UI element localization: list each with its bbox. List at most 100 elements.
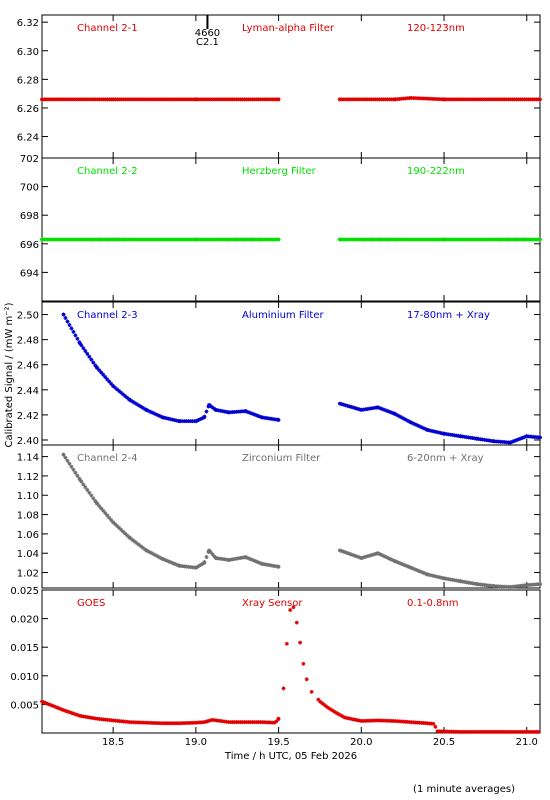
data-point-goes <box>59 707 64 712</box>
data-point-goes-flare <box>291 605 296 610</box>
data-point-4 <box>418 569 423 574</box>
data-point-3 <box>345 403 350 408</box>
data-point-4 <box>156 554 161 559</box>
data-point-4 <box>377 551 382 556</box>
data-point-3 <box>401 416 406 421</box>
y-tick-label-2-3: 700 <box>20 183 39 194</box>
data-point-3 <box>101 372 106 377</box>
data-point-4 <box>434 574 439 579</box>
data-point-4 <box>246 556 251 561</box>
y-tick-label-4-0: 1.02 <box>17 569 39 580</box>
data-point-4 <box>252 558 257 563</box>
data-point-4 <box>369 553 374 558</box>
y-axis-label: Calibrated Signal / (mW m⁻²) <box>4 302 15 447</box>
data-point-4 <box>99 506 104 511</box>
panel-channel-label-2: Channel 2-2 <box>77 166 138 177</box>
data-point-3 <box>385 408 390 413</box>
data-point-3 <box>202 415 207 420</box>
data-point-4 <box>200 561 205 566</box>
data-point-goes <box>40 699 44 704</box>
data-point-4 <box>250 557 255 562</box>
data-point-3 <box>154 412 159 417</box>
data-point-4 <box>207 548 212 553</box>
data-point-3 <box>136 403 141 408</box>
data-point-4 <box>93 499 98 504</box>
data-point-3 <box>158 414 163 419</box>
data-point-goes <box>431 721 436 726</box>
data-point-3 <box>200 416 205 421</box>
data-point-3 <box>210 405 215 410</box>
data-point-goes-flare <box>276 716 281 721</box>
data-point-3 <box>391 411 396 416</box>
data-point-goes <box>206 718 211 723</box>
data-point-goes-flare <box>281 686 286 691</box>
data-point-3 <box>207 402 212 407</box>
data-point-3 <box>389 410 394 415</box>
panel-band-label-2: 190-222nm <box>407 166 465 177</box>
data-point-3 <box>152 411 157 416</box>
data-point-4 <box>428 573 433 578</box>
y-tick-label-1-2: 6.28 <box>17 75 39 86</box>
data-point-3 <box>67 322 72 327</box>
y-tick-label-3-4: 2.48 <box>17 336 39 347</box>
data-point-goes <box>320 701 325 706</box>
data-point-4 <box>193 565 198 570</box>
panel-band-label-1: 120-123nm <box>407 23 465 34</box>
data-point-3 <box>491 439 496 444</box>
y-tick-label-2-0: 694 <box>20 268 39 279</box>
y-tick-label-1-4: 6.32 <box>17 18 39 29</box>
data-point-3 <box>73 333 78 338</box>
data-point-goes <box>338 712 343 717</box>
panel-band-label-3: 17-80nm + Xray <box>407 310 490 321</box>
data-point-4 <box>101 508 106 513</box>
data-point-goes <box>328 707 333 712</box>
data-point-goes <box>318 699 323 704</box>
data-point-3 <box>524 434 529 439</box>
data-point-goes-flare <box>288 608 293 613</box>
data-point-3 <box>150 410 155 415</box>
data-point-goes <box>334 710 339 715</box>
data-point-4 <box>414 568 419 573</box>
data-point-4 <box>442 576 447 581</box>
data-point-4 <box>256 560 261 565</box>
data-point-4 <box>391 558 396 563</box>
data-point-3 <box>166 416 171 421</box>
data-point-4 <box>208 549 213 554</box>
data-point-3 <box>89 357 94 362</box>
data-point-1 <box>337 97 342 102</box>
data-point-goes <box>202 719 207 724</box>
data-point-4 <box>357 555 362 560</box>
data-point-3 <box>65 319 70 324</box>
data-point-4 <box>105 513 110 518</box>
data-point-3 <box>204 409 209 414</box>
data-point-4 <box>212 554 217 559</box>
data-point-4 <box>69 464 74 469</box>
data-point-3 <box>93 363 98 368</box>
event-marker-label-2: C2.1 <box>196 37 219 48</box>
data-point-3 <box>79 343 84 348</box>
data-point-goes-flare <box>301 661 306 666</box>
data-point-4 <box>397 560 402 565</box>
data-point-4 <box>395 560 400 565</box>
data-point-4 <box>387 556 392 561</box>
data-point-3 <box>408 420 413 425</box>
data-point-4 <box>248 556 253 561</box>
data-point-4 <box>152 552 157 557</box>
y-tick-label-3-1: 2.42 <box>17 411 39 422</box>
data-point-3 <box>160 415 165 420</box>
data-point-goes <box>274 719 279 724</box>
data-point-3 <box>168 417 173 422</box>
data-point-4 <box>132 539 137 544</box>
data-point-4 <box>361 555 366 560</box>
panel-channel-label-5: GOES <box>77 598 105 609</box>
data-point-4 <box>416 568 421 573</box>
data-point-4 <box>73 470 78 475</box>
y-tick-label-2-2: 698 <box>20 211 39 222</box>
data-point-4 <box>508 585 513 590</box>
data-point-3 <box>343 403 348 408</box>
data-point-goes <box>57 706 62 711</box>
data-point-4 <box>109 517 114 522</box>
data-point-4 <box>373 551 378 556</box>
data-point-3 <box>522 435 527 440</box>
data-point-3 <box>250 411 255 416</box>
